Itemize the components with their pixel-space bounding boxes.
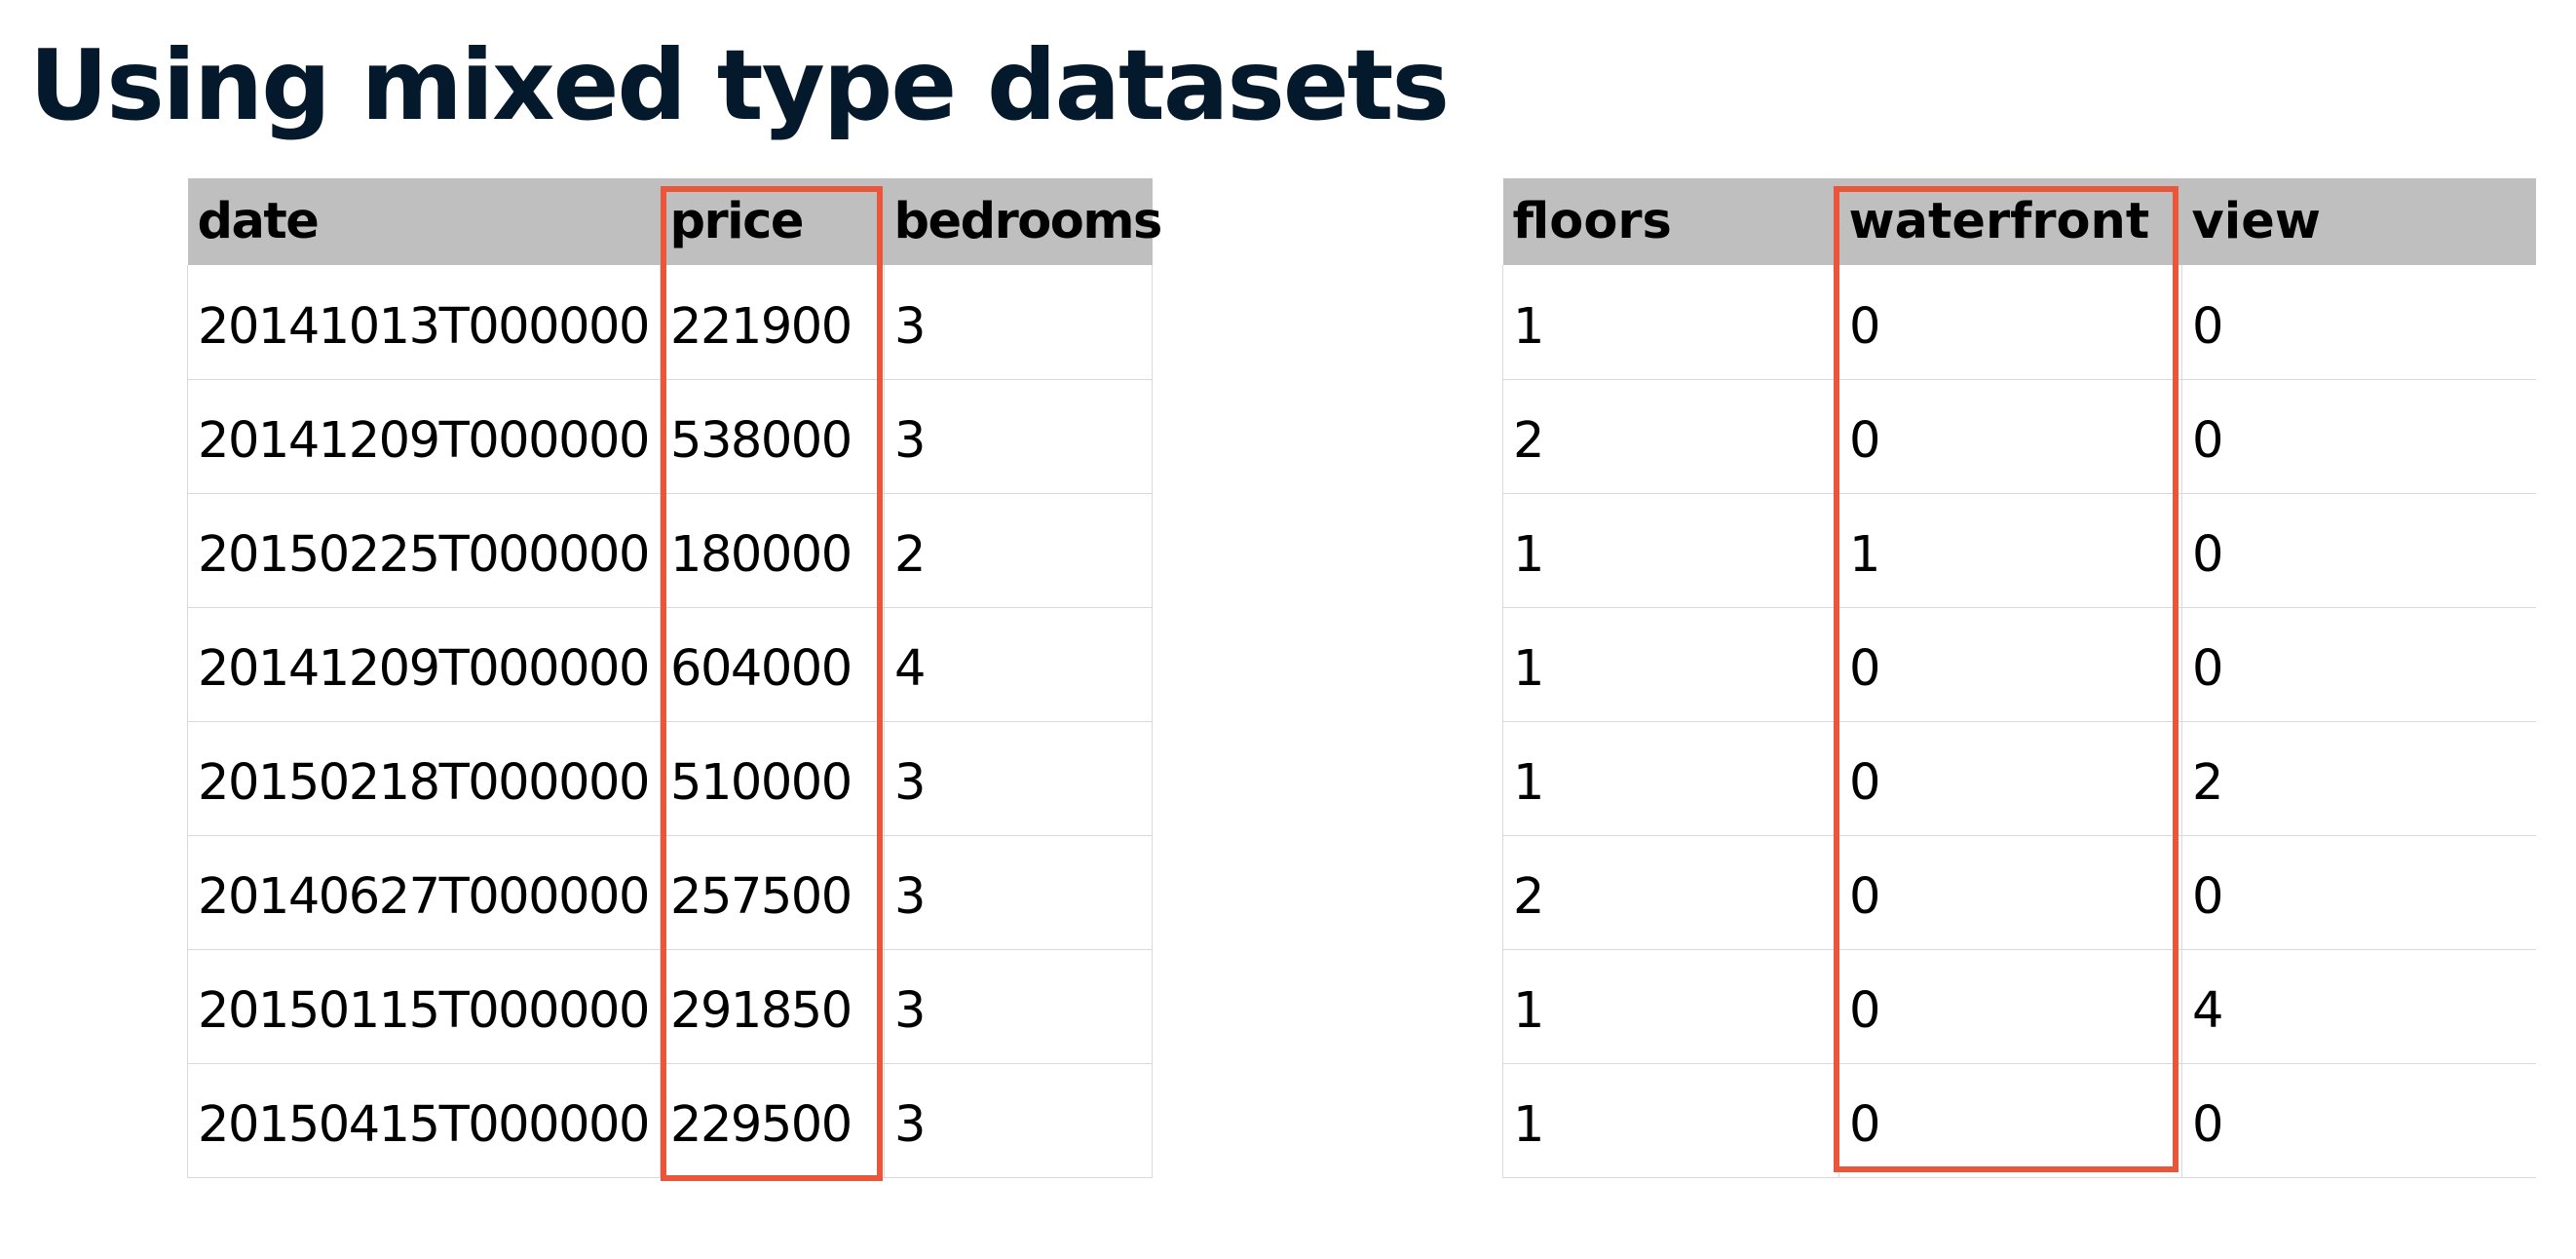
bedrooms-cell: 3	[884, 949, 1153, 1064]
bedrooms-cell: 2	[884, 493, 1153, 608]
floors-cell: 1	[1502, 721, 1839, 836]
table-row: 20141209T000000 538000 3	[187, 379, 1153, 494]
right-data-table: floors waterfront view 1 0 0 2 0 0 1 1 0…	[1502, 178, 2536, 1178]
column-header-waterfront: waterfront	[1838, 178, 2182, 265]
date-cell: 20140627T000000	[187, 835, 661, 950]
floors-cell: 1	[1502, 265, 1839, 380]
column-header-price: price	[660, 178, 885, 265]
waterfront-cell: 0	[1838, 379, 2182, 494]
view-cell: 0	[2181, 607, 2536, 722]
bedrooms-cell: 4	[884, 607, 1153, 722]
table-row: 20150225T000000 180000 2	[187, 493, 1153, 608]
column-header-floors: floors	[1502, 178, 1839, 265]
date-cell: 20141209T000000	[187, 607, 661, 722]
price-cell: 221900	[660, 265, 885, 380]
table-row: 20150415T000000 229500 3	[187, 1063, 1153, 1178]
waterfront-cell: 0	[1838, 265, 2182, 380]
view-cell: 0	[2181, 265, 2536, 380]
waterfront-cell: 0	[1838, 607, 2182, 722]
floors-cell: 1	[1502, 1063, 1839, 1178]
table-row: 20141209T000000 604000 4	[187, 607, 1153, 722]
bedrooms-cell: 3	[884, 265, 1153, 380]
column-header-date: date	[187, 178, 661, 265]
waterfront-cell: 0	[1838, 1063, 2182, 1178]
table-header-row: floors waterfront view	[1502, 178, 2536, 265]
view-cell: 4	[2181, 949, 2536, 1064]
floors-cell: 1	[1502, 493, 1839, 608]
date-cell: 20150115T000000	[187, 949, 661, 1064]
date-cell: 20150218T000000	[187, 721, 661, 836]
view-cell: 0	[2181, 493, 2536, 608]
table-row: 20140627T000000 257500 3	[187, 835, 1153, 950]
table-row: 1 0 0	[1502, 607, 2536, 722]
floors-cell: 2	[1502, 379, 1839, 494]
table-row: 1 0 0	[1502, 265, 2536, 380]
floors-cell: 2	[1502, 835, 1839, 950]
date-cell: 20150415T000000	[187, 1063, 661, 1178]
table-row: 20150115T000000 291850 3	[187, 949, 1153, 1064]
table-row: 20150218T000000 510000 3	[187, 721, 1153, 836]
price-cell: 229500	[660, 1063, 885, 1178]
table-row: 1 0 4	[1502, 949, 2536, 1064]
waterfront-cell: 1	[1838, 493, 2182, 608]
bedrooms-cell: 3	[884, 379, 1153, 494]
table-row: 1 0 2	[1502, 721, 2536, 836]
table-row: 1 0 0	[1502, 1063, 2536, 1178]
price-cell: 291850	[660, 949, 885, 1064]
column-header-view: view	[2181, 178, 2536, 265]
price-cell: 257500	[660, 835, 885, 950]
price-cell: 180000	[660, 493, 885, 608]
table-row: 20141013T000000 221900 3	[187, 265, 1153, 380]
price-cell: 510000	[660, 721, 885, 836]
page-title: Using mixed type datasets	[29, 28, 1450, 142]
column-header-bedrooms: bedrooms	[884, 178, 1162, 265]
table-header-row: date price bedrooms	[187, 178, 1162, 265]
date-cell: 20141209T000000	[187, 379, 661, 494]
waterfront-cell: 0	[1838, 721, 2182, 836]
view-cell: 0	[2181, 1063, 2536, 1178]
date-cell: 20141013T000000	[187, 265, 661, 380]
view-cell: 0	[2181, 835, 2536, 950]
bedrooms-cell: 3	[884, 1063, 1153, 1178]
table-row: 2 0 0	[1502, 379, 2536, 494]
bedrooms-cell: 3	[884, 835, 1153, 950]
floors-cell: 1	[1502, 607, 1839, 722]
price-cell: 604000	[660, 607, 885, 722]
view-cell: 0	[2181, 379, 2536, 494]
table-row: 2 0 0	[1502, 835, 2536, 950]
waterfront-cell: 0	[1838, 835, 2182, 950]
bedrooms-cell: 3	[884, 721, 1153, 836]
date-cell: 20150225T000000	[187, 493, 661, 608]
waterfront-cell: 0	[1838, 949, 2182, 1064]
left-data-table: date price bedrooms 20141013T000000 2219…	[187, 178, 1162, 1178]
table-row: 1 1 0	[1502, 493, 2536, 608]
price-cell: 538000	[660, 379, 885, 494]
view-cell: 2	[2181, 721, 2536, 836]
floors-cell: 1	[1502, 949, 1839, 1064]
